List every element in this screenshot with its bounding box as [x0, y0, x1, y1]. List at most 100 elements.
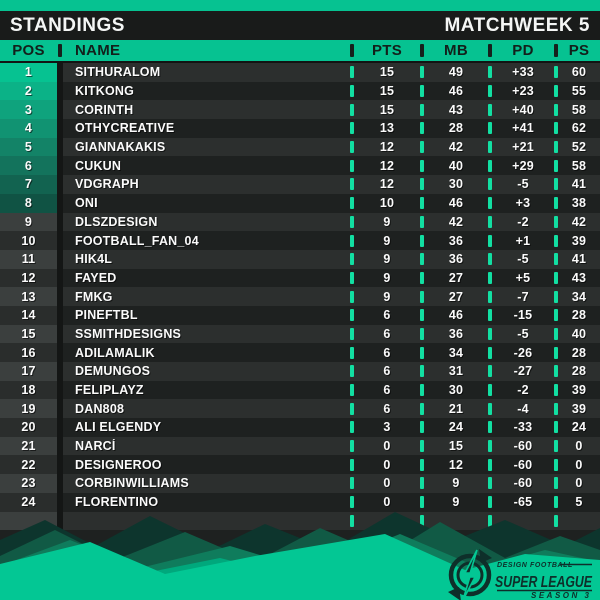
tick-divider-icon — [420, 215, 424, 228]
team-name: DLSZDESIGN — [75, 214, 158, 229]
tick-divider-icon — [488, 496, 492, 509]
tick-divider-icon — [488, 178, 492, 191]
pos-cell: 21 — [0, 436, 57, 456]
pos-cell: 18 — [0, 380, 57, 400]
tick-divider-icon — [488, 122, 492, 135]
tick-divider-icon — [488, 458, 492, 471]
team-name: OTHYCREATIVE — [75, 121, 175, 136]
pts-value: 9 — [383, 252, 391, 267]
tick-divider-icon — [420, 159, 424, 172]
table-row: 20 ALI ELGENDY 3 24 -33 24 — [0, 418, 600, 437]
ps-value: 5 — [575, 495, 583, 510]
tick-divider-icon — [350, 103, 354, 116]
tick-divider-icon — [420, 421, 424, 434]
table-row: 2 KITKONG 15 46 +23 55 — [0, 81, 600, 101]
mb-value: 28 — [448, 121, 464, 136]
pos-name-separator — [57, 119, 63, 138]
tick-divider-icon — [420, 365, 424, 378]
mb-value: 36 — [448, 252, 464, 267]
pos-name-separator — [57, 324, 63, 344]
pos-cell: 23 — [0, 474, 57, 493]
team-name: DAN808 — [75, 401, 125, 416]
tick-divider-icon — [488, 253, 492, 266]
tick-divider-icon — [420, 66, 424, 79]
pd-value: -60 — [513, 439, 533, 454]
tick-divider-icon — [350, 458, 354, 471]
mb-value: 31 — [448, 364, 464, 379]
ps-value: 55 — [571, 84, 587, 99]
team-name: NARCÍ — [75, 439, 116, 454]
tick-divider-icon — [420, 197, 424, 210]
ps-value: 0 — [575, 457, 583, 472]
team-name: CUKUN — [75, 158, 122, 173]
team-name: DEMUNGOS — [75, 364, 151, 379]
tick-divider-icon — [350, 122, 354, 135]
table-row: 8 ONI 10 46 +3 38 — [0, 193, 600, 213]
tick-divider-icon — [488, 365, 492, 378]
table-row: 9 DLSZDESIGN 9 42 -2 42 — [0, 212, 600, 232]
team-name: FMKG — [75, 289, 113, 304]
header-pos: POS — [12, 42, 45, 59]
tick-divider-icon — [488, 103, 492, 116]
pos-cell: 24 — [0, 492, 57, 512]
table-header: POS NAME PTS MB PD PS — [0, 40, 600, 61]
pts-value: 12 — [379, 177, 395, 192]
header-divider-icon — [420, 44, 424, 57]
tick-divider-icon — [420, 384, 424, 397]
pos-name-separator — [57, 81, 63, 101]
tick-divider-icon — [488, 440, 492, 453]
tick-divider-icon — [554, 327, 558, 340]
pos-cell: 1 — [0, 63, 57, 82]
pd-value: +21 — [512, 140, 534, 155]
pos-name-separator — [57, 399, 63, 419]
table-row: 11 HIK4L 9 36 -5 41 — [0, 249, 600, 269]
pts-value: 6 — [383, 401, 391, 416]
tick-divider-icon — [350, 496, 354, 509]
table-row: 15 SSMITHDESIGNS 6 36 -5 40 — [0, 324, 600, 344]
tick-divider-icon — [350, 66, 354, 79]
team-name: HIK4L — [75, 252, 113, 267]
pos-name-separator — [57, 268, 63, 288]
table-row: 17 DEMUNGOS 6 31 -27 28 — [0, 362, 600, 381]
mb-value: 42 — [448, 214, 464, 229]
table-row: 13 FMKG 9 27 -7 34 — [0, 287, 600, 306]
team-name: ALI ELGENDY — [75, 420, 162, 435]
team-name: FLORENTINO — [75, 495, 159, 510]
tick-divider-icon — [554, 384, 558, 397]
tick-divider-icon — [420, 85, 424, 98]
mb-value: 21 — [448, 401, 464, 416]
pd-value: -33 — [513, 420, 533, 435]
table-row: 4 OTHYCREATIVE 13 28 +41 62 — [0, 119, 600, 138]
title-bar: STANDINGS MATCHWEEK 5 — [0, 11, 600, 40]
ps-value: 0 — [575, 476, 583, 491]
tick-divider-icon — [488, 271, 492, 284]
tick-divider-icon — [554, 253, 558, 266]
header-divider-icon — [350, 44, 354, 57]
pd-value: -26 — [513, 345, 533, 360]
mb-value: 43 — [448, 102, 464, 117]
team-name: FOOTBALL_FAN_04 — [75, 233, 199, 248]
pts-value: 9 — [383, 270, 391, 285]
team-name: CORINTH — [75, 102, 134, 117]
mb-value: 15 — [448, 439, 464, 454]
table-row: 7 VDGRAPH 12 30 -5 41 — [0, 175, 600, 194]
pd-value: -2 — [517, 383, 529, 398]
table-row: 3 CORINTH 15 43 +40 58 — [0, 100, 600, 120]
pd-value: -5 — [517, 252, 529, 267]
tick-divider-icon — [488, 234, 492, 247]
tick-divider-icon — [420, 290, 424, 303]
team-name: PINEFTBL — [75, 308, 138, 323]
pts-value: 6 — [383, 383, 391, 398]
tick-divider-icon — [554, 103, 558, 116]
tick-divider-icon — [350, 327, 354, 340]
pos-name-separator — [57, 63, 63, 82]
table-row: 10 FOOTBALL_FAN_04 9 36 +1 39 — [0, 231, 600, 250]
pos-cell: 10 — [0, 231, 57, 250]
mb-value: 46 — [448, 196, 464, 211]
tick-divider-icon — [554, 271, 558, 284]
logo-kicker-text: DESIGN FOOTBALL — [497, 562, 573, 569]
header-divider-icon — [554, 44, 558, 57]
tick-divider-icon — [554, 159, 558, 172]
tick-divider-icon — [488, 215, 492, 228]
tick-divider-icon — [554, 346, 558, 359]
